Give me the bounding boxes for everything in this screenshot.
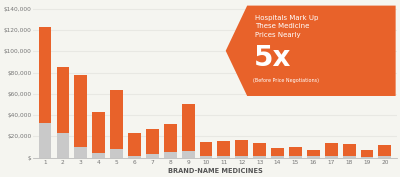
Bar [146, 129, 159, 155]
Bar [164, 124, 177, 152]
Text: 5x: 5x [254, 44, 291, 72]
Bar [325, 156, 338, 158]
Bar [128, 156, 141, 158]
Bar [360, 150, 374, 157]
X-axis label: BRAND-NAME MEDICINES: BRAND-NAME MEDICINES [168, 167, 262, 173]
Bar [39, 123, 52, 158]
Bar [92, 153, 105, 158]
Bar [271, 148, 284, 156]
Text: (Before Price Negotiations): (Before Price Negotiations) [254, 78, 320, 82]
Bar [182, 151, 194, 158]
Bar [218, 141, 230, 156]
Bar [92, 112, 105, 153]
Bar [200, 156, 212, 158]
Bar [74, 147, 87, 158]
Bar [343, 144, 356, 156]
Bar [74, 75, 87, 147]
Bar [235, 140, 248, 156]
Bar [218, 156, 230, 158]
Bar [325, 143, 338, 156]
Polygon shape [226, 6, 396, 96]
Bar [164, 152, 177, 158]
Bar [253, 143, 266, 156]
Bar [56, 67, 69, 133]
Bar [360, 157, 374, 158]
Bar [378, 145, 391, 156]
Bar [271, 156, 284, 158]
Text: Hospitals Mark Up
These Medicine
Prices Nearly: Hospitals Mark Up These Medicine Prices … [255, 15, 318, 38]
Bar [146, 155, 159, 158]
Bar [200, 142, 212, 156]
Bar [39, 27, 52, 123]
Bar [343, 156, 356, 158]
Bar [235, 156, 248, 158]
Bar [253, 156, 266, 158]
Bar [128, 133, 141, 156]
Bar [289, 156, 302, 158]
Bar [56, 133, 69, 158]
Bar [307, 150, 320, 156]
Bar [110, 149, 123, 158]
Bar [378, 156, 391, 158]
Bar [182, 104, 194, 151]
Bar [307, 156, 320, 158]
Bar [110, 90, 123, 149]
Bar [289, 147, 302, 156]
